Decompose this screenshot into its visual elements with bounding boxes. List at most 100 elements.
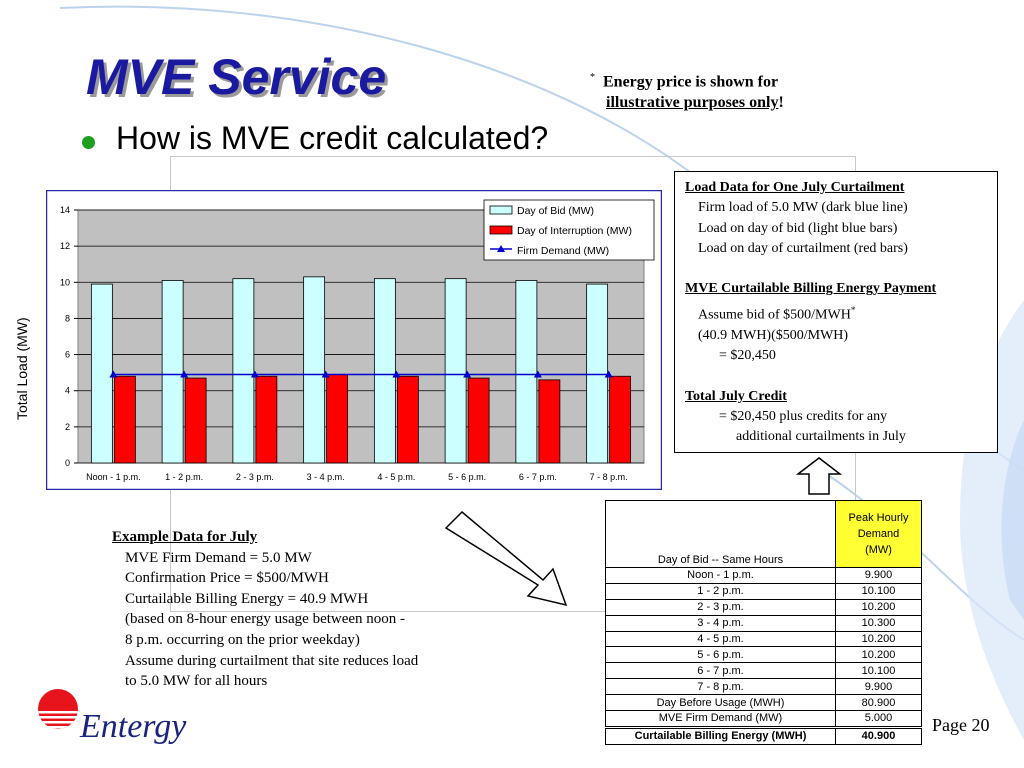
y-tick-label: 6 (65, 350, 70, 360)
x-tick-label: Noon - 1 p.m. (86, 472, 141, 482)
example-line: MVE Firm Demand = 5.0 MW (125, 549, 312, 566)
y-tick-label: 8 (65, 313, 70, 323)
load-data-line: Firm load of 5.0 MW (dark blue line) (698, 200, 908, 216)
row-value: 10.300 (835, 614, 922, 632)
bar-day-of-bid (444, 278, 467, 464)
row-label: Noon - 1 p.m. (605, 567, 836, 584)
x-tick-label: 3 - 4 p.m. (307, 472, 345, 482)
total-value: 40.900 (835, 725, 922, 745)
demand-header-line: (MW) (865, 544, 892, 556)
table-row: 2 - 3 p.m. 10.200 (605, 598, 922, 616)
entergy-logo: Entergy (38, 689, 187, 745)
price-disclaimer: * Energy price is shown for illustrative… (590, 67, 784, 113)
firm-demand-point (250, 370, 259, 378)
total-credit-line: = $20,450 plus credits for any (719, 408, 888, 424)
y-tick-label: 10 (60, 277, 70, 287)
row-value: 10.200 (835, 646, 922, 664)
row-value: 10.200 (835, 598, 922, 616)
load-bar-chart: 0 2 4 6 8 10 12 14 Noon - 1 p.m. 1 - 2 p.m. 2 - 3 … (46, 190, 662, 490)
example-data: Example Data for July MVE Firm Demand = … (112, 527, 418, 692)
row-value: 10.100 (835, 582, 922, 600)
payment-result: = $20,450 (719, 348, 776, 364)
table-header-row: Day of Bid -- Same Hours Peak Hourly Dem… (605, 500, 922, 568)
row-label: 4 - 5 p.m. (605, 630, 836, 648)
table-row: 1 - 2 p.m. 10.100 (605, 582, 922, 600)
legend-label: Day of Interruption (MW) (517, 225, 632, 237)
firm-demand-point (533, 370, 542, 378)
load-data-line: Load on day of curtailment (red bars) (698, 240, 908, 256)
x-tick-label: 6 - 7 p.m. (519, 472, 557, 482)
page-number: Page 20 (932, 715, 990, 735)
example-line: to 5.0 MW for all hours (125, 673, 268, 690)
table-row: 5 - 6 p.m. 10.200 (605, 646, 922, 664)
x-tick-label: 7 - 8 p.m. (590, 472, 628, 482)
bar-day-of-interruption (467, 377, 490, 464)
table-row: 4 - 5 p.m. 10.200 (605, 630, 922, 648)
payment-footnote-marker: * (850, 304, 856, 315)
total-credit-heading: Total July Credit (685, 388, 787, 404)
example-line: 8 p.m. occurring on the prior weekday) (125, 631, 360, 648)
total-label: Curtailable Billing Energy (MWH) (605, 725, 836, 745)
example-line: (based on 8-hour energy usage between no… (125, 611, 406, 628)
demand-header-line: Demand (857, 528, 900, 540)
bar-day-of-bid (161, 280, 184, 464)
row-value: 9.900 (835, 567, 922, 584)
y-tick-label: 12 (60, 241, 70, 251)
row-label: 1 - 2 p.m. (605, 582, 836, 600)
logo-wordmark: Entergy (79, 708, 187, 745)
firm-demand-point (604, 370, 613, 378)
example-line: Confirmation Price = $500/MWH (125, 570, 329, 587)
bar-day-of-bid (586, 283, 609, 464)
y-tick-label: 2 (65, 422, 70, 432)
y-tick-label: 14 (60, 205, 70, 215)
legend-swatch-day-of-interruption (489, 225, 513, 235)
y-tick-label: 4 (65, 386, 70, 396)
row-value: 10.100 (835, 662, 922, 680)
up-arrow-icon (796, 457, 842, 495)
disclaimer-tail: ! (778, 94, 784, 112)
peak-demand-table: Day of Bid -- Same Hours Peak Hourly Dem… (605, 500, 922, 745)
legend-label: Firm Demand (MW) (517, 245, 609, 257)
slide-title: MVE Service (86, 49, 387, 105)
example-line: Assume during curtailment that site redu… (125, 652, 419, 669)
bar-day-of-bid (90, 283, 113, 464)
load-data-heading: Load Data for One July Curtailment (685, 180, 905, 195)
payment-heading: MVE Curtailable Billing Energy Payment (685, 281, 937, 297)
firm-demand-point (392, 370, 401, 378)
row-value: 9.900 (835, 678, 922, 696)
row-value: 5.000 (835, 710, 922, 728)
bar-day-of-interruption (538, 379, 561, 464)
column-header-hours: Day of Bid -- Same Hours (605, 500, 836, 568)
legend-marker-firm-demand (497, 245, 505, 252)
table-row: MVE Firm Demand (MW) 5.000 (605, 710, 922, 728)
payment-formula: (40.9 MWH)($500/MWH) (698, 327, 849, 343)
row-label: 7 - 8 p.m. (605, 678, 836, 696)
load-data-line: Load on day of bid (light blue bars) (698, 220, 898, 236)
bar-day-of-bid (232, 278, 255, 464)
example-heading: Example Data for July (112, 529, 258, 545)
table-row: 6 - 7 p.m. 10.100 (605, 662, 922, 680)
firm-demand-point (321, 370, 330, 378)
total-credit-line: additional curtailments in July (736, 429, 906, 445)
firm-demand-point (463, 370, 472, 378)
legend-swatch-day-of-bid (489, 205, 513, 215)
row-label: Day Before Usage (MWH) (605, 694, 836, 712)
x-tick-label: 5 - 6 p.m. (448, 472, 486, 482)
table-row: Noon - 1 p.m. 9.900 (605, 567, 922, 584)
table-row: Day Before Usage (MWH) 80.900 (605, 694, 922, 712)
table-row: 7 - 8 p.m. 9.900 (605, 678, 922, 696)
footnote-marker: * (590, 72, 595, 83)
bar-day-of-interruption (113, 375, 136, 464)
bullet-icon (82, 136, 95, 149)
table-total-row: Curtailable Billing Energy (MWH) 40.900 (605, 725, 922, 745)
column-header-demand: Peak Hourly Demand (MW) (835, 500, 922, 568)
row-value: 10.200 (835, 630, 922, 648)
y-axis-label: Total Load (MW) (14, 317, 30, 420)
row-label: 2 - 3 p.m. (605, 598, 836, 616)
payment-bid-text: Assume bid of $500/MWH (698, 307, 851, 323)
row-label: 6 - 7 p.m. (605, 662, 836, 680)
y-tick-label: 0 (65, 458, 70, 468)
example-line: Curtailable Billing Energy = 40.9 MWH (125, 590, 369, 607)
firm-demand-point (109, 370, 118, 378)
row-label: 3 - 4 p.m. (605, 614, 836, 632)
